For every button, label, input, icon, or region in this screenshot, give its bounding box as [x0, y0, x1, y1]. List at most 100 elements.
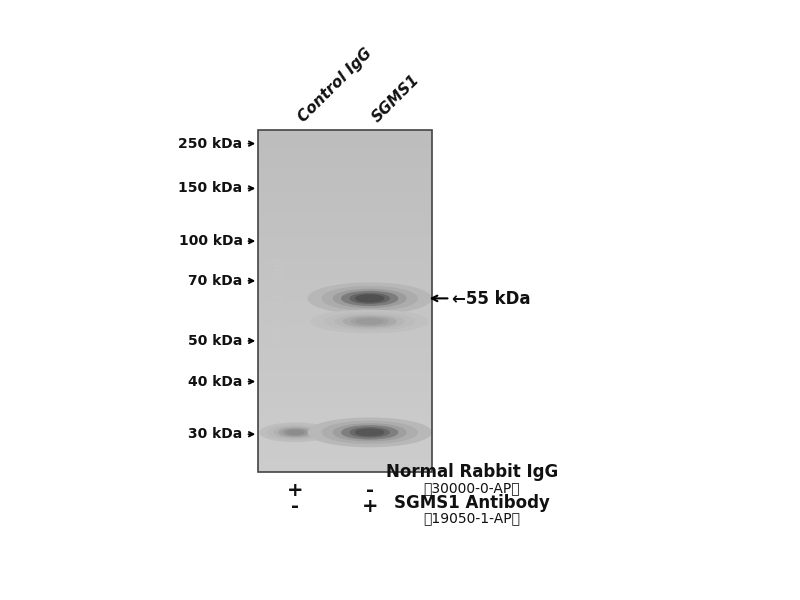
- Bar: [258, 256, 432, 258]
- Bar: [258, 253, 432, 254]
- Bar: [258, 301, 432, 302]
- Bar: [258, 393, 432, 395]
- Bar: [258, 422, 432, 424]
- Bar: [258, 162, 432, 164]
- Bar: [258, 251, 432, 253]
- Text: 50 kDa: 50 kDa: [188, 334, 242, 348]
- Bar: [258, 376, 432, 377]
- Ellipse shape: [343, 316, 396, 326]
- Bar: [258, 424, 432, 425]
- Bar: [258, 321, 432, 323]
- Bar: [258, 260, 432, 262]
- Ellipse shape: [334, 424, 406, 441]
- Bar: [258, 400, 432, 401]
- Bar: [258, 373, 432, 374]
- Text: SGMS1 Antibody: SGMS1 Antibody: [394, 494, 550, 512]
- Bar: [258, 238, 432, 239]
- Bar: [258, 150, 432, 152]
- Bar: [258, 379, 432, 381]
- Bar: [258, 184, 432, 186]
- Bar: [258, 367, 432, 369]
- Bar: [258, 328, 432, 330]
- Bar: [258, 381, 432, 383]
- Bar: [258, 299, 432, 301]
- Text: 100 kDa: 100 kDa: [178, 234, 242, 248]
- Bar: [258, 441, 432, 443]
- Bar: [258, 349, 432, 350]
- Bar: [258, 287, 432, 289]
- Bar: [258, 403, 432, 405]
- Bar: [258, 202, 432, 203]
- Bar: [258, 137, 432, 138]
- Bar: [258, 313, 432, 314]
- Bar: [258, 412, 432, 413]
- Bar: [258, 343, 432, 345]
- Bar: [258, 389, 432, 391]
- Bar: [258, 326, 432, 328]
- Text: ←55 kDa: ←55 kDa: [452, 290, 530, 308]
- Bar: [258, 292, 432, 294]
- Bar: [258, 286, 432, 287]
- Bar: [258, 171, 432, 172]
- Text: -: -: [366, 481, 374, 500]
- Bar: [258, 190, 432, 191]
- Bar: [258, 444, 432, 446]
- Bar: [258, 220, 432, 222]
- Bar: [258, 239, 432, 241]
- Bar: [258, 205, 432, 206]
- Bar: [258, 155, 432, 157]
- Bar: [258, 290, 432, 292]
- Bar: [258, 265, 432, 266]
- Bar: [258, 383, 432, 385]
- Bar: [258, 217, 432, 218]
- Bar: [258, 212, 432, 214]
- Bar: [258, 410, 432, 412]
- Ellipse shape: [322, 421, 417, 443]
- Bar: [258, 311, 432, 313]
- Bar: [258, 236, 432, 238]
- Ellipse shape: [279, 428, 311, 437]
- Bar: [258, 353, 432, 355]
- Bar: [258, 319, 432, 321]
- Ellipse shape: [322, 287, 417, 310]
- Bar: [258, 154, 432, 155]
- Ellipse shape: [308, 283, 431, 314]
- Bar: [258, 465, 432, 467]
- Bar: [258, 309, 432, 311]
- Bar: [258, 470, 432, 472]
- Text: Control IgG: Control IgG: [295, 46, 374, 125]
- Bar: [258, 365, 432, 367]
- Ellipse shape: [350, 428, 390, 437]
- Bar: [258, 195, 432, 196]
- Bar: [258, 439, 432, 441]
- Text: 150 kDa: 150 kDa: [178, 181, 242, 196]
- Text: 250 kDa: 250 kDa: [178, 137, 242, 151]
- Bar: [258, 443, 432, 444]
- Ellipse shape: [356, 295, 384, 302]
- Bar: [258, 448, 432, 449]
- Bar: [258, 401, 432, 403]
- Bar: [258, 164, 432, 166]
- Bar: [258, 210, 432, 212]
- Bar: [258, 323, 432, 325]
- Bar: [258, 451, 432, 453]
- Bar: [258, 364, 432, 365]
- Text: -: -: [291, 497, 299, 516]
- Bar: [258, 359, 432, 361]
- Ellipse shape: [335, 315, 404, 328]
- Bar: [258, 318, 432, 319]
- Bar: [258, 140, 432, 142]
- Bar: [258, 433, 432, 434]
- Bar: [258, 234, 432, 236]
- Bar: [258, 335, 432, 337]
- Text: 30 kDa: 30 kDa: [188, 427, 242, 441]
- Bar: [258, 330, 432, 331]
- Bar: [258, 456, 432, 458]
- Bar: [258, 230, 432, 232]
- Bar: [258, 455, 432, 456]
- Bar: [258, 244, 432, 246]
- Ellipse shape: [312, 310, 428, 332]
- Text: 40 kDa: 40 kDa: [188, 374, 242, 389]
- Bar: [258, 415, 432, 417]
- Bar: [258, 369, 432, 371]
